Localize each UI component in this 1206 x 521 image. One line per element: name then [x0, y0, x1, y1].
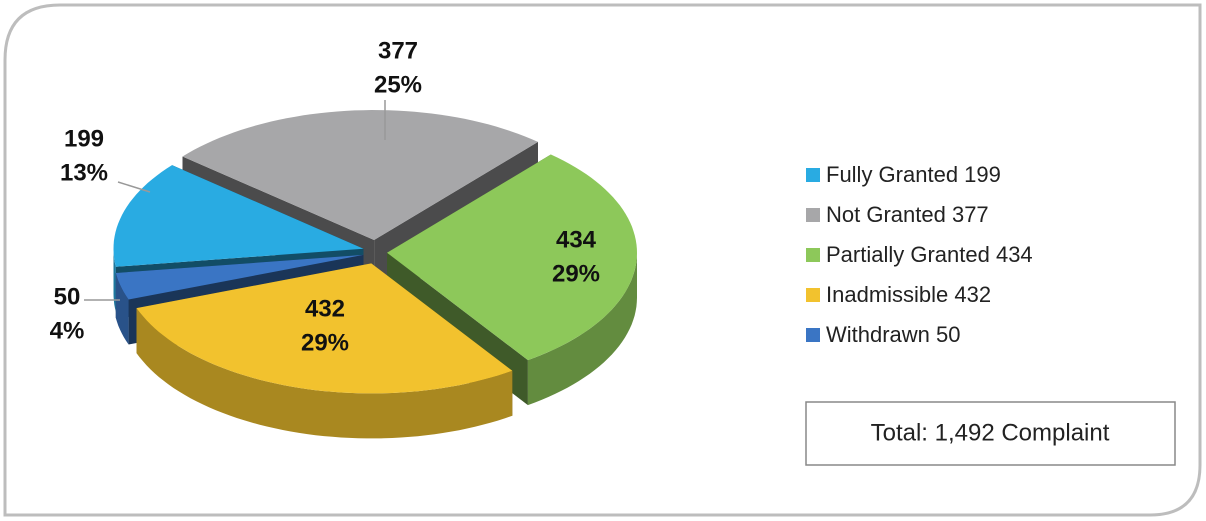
data-label: 432 [305, 295, 345, 322]
legend-swatch [806, 208, 820, 222]
slice-top [136, 263, 513, 394]
slice-side [113, 248, 116, 312]
data-label: 199 [64, 125, 104, 152]
slice-top [182, 110, 538, 240]
legend-swatch [806, 288, 820, 302]
legend-swatch [806, 248, 820, 262]
slice-side [136, 308, 513, 439]
legend-label: Partially Granted 434 [826, 242, 1033, 267]
slice-side [115, 273, 129, 345]
legend-label: Not Granted 377 [826, 202, 989, 227]
data-label: 377 [378, 37, 418, 64]
data-label: 434 [556, 226, 597, 253]
annotation: Total: 1,492 Complaint [871, 419, 1110, 446]
legend-label: Fully Granted 199 [826, 162, 1001, 187]
percent-label: 29% [301, 329, 349, 356]
legend-label: Withdrawn 50 [826, 322, 961, 347]
percent-label: 13% [60, 159, 108, 186]
leader-line [117, 181, 151, 193]
data-label: 50 [54, 283, 81, 310]
percent-label: 25% [374, 71, 422, 98]
legend-swatch [806, 328, 820, 342]
slice [136, 263, 513, 439]
percent-label: 29% [552, 260, 600, 287]
slice-side [527, 252, 637, 406]
slice-top [387, 154, 637, 361]
percent-label: 4% [50, 317, 85, 344]
slice-top [115, 254, 364, 300]
legend-label: Inadmissible 432 [826, 282, 991, 307]
slice-top [113, 165, 364, 267]
total-box [805, 401, 1176, 466]
legend-swatch [806, 168, 820, 182]
